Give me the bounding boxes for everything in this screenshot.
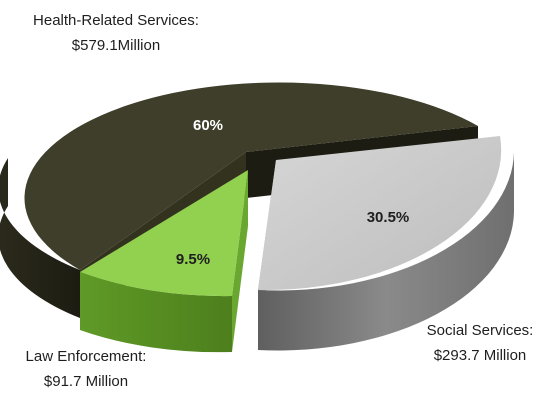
label-social-services-category: Social Services: bbox=[427, 322, 534, 339]
pct-label-social-services: 30.5% bbox=[367, 209, 410, 226]
health-slice-rim bbox=[0, 158, 80, 318]
pct-label-health-related: 60% bbox=[193, 117, 223, 134]
social-slice-rim bbox=[258, 152, 514, 351]
law-slice-cut-face bbox=[232, 170, 248, 352]
label-law-enforcement-category: Law Enforcement: bbox=[26, 348, 147, 365]
label-health-related-amount: $579.1Million bbox=[72, 37, 160, 54]
pie-slice-law-enforcement bbox=[80, 170, 248, 297]
label-health-related-category: Health-Related Services: bbox=[33, 12, 199, 29]
label-social-services-amount: $293.7 Million bbox=[434, 347, 527, 364]
pie-slice-health-related bbox=[24, 82, 478, 270]
pct-label-law-enforcement: 9.5% bbox=[176, 251, 210, 268]
law-slice-rim bbox=[80, 272, 232, 353]
pie-slice-social-services bbox=[258, 136, 502, 291]
label-law-enforcement-amount: $91.7 Million bbox=[44, 373, 128, 390]
